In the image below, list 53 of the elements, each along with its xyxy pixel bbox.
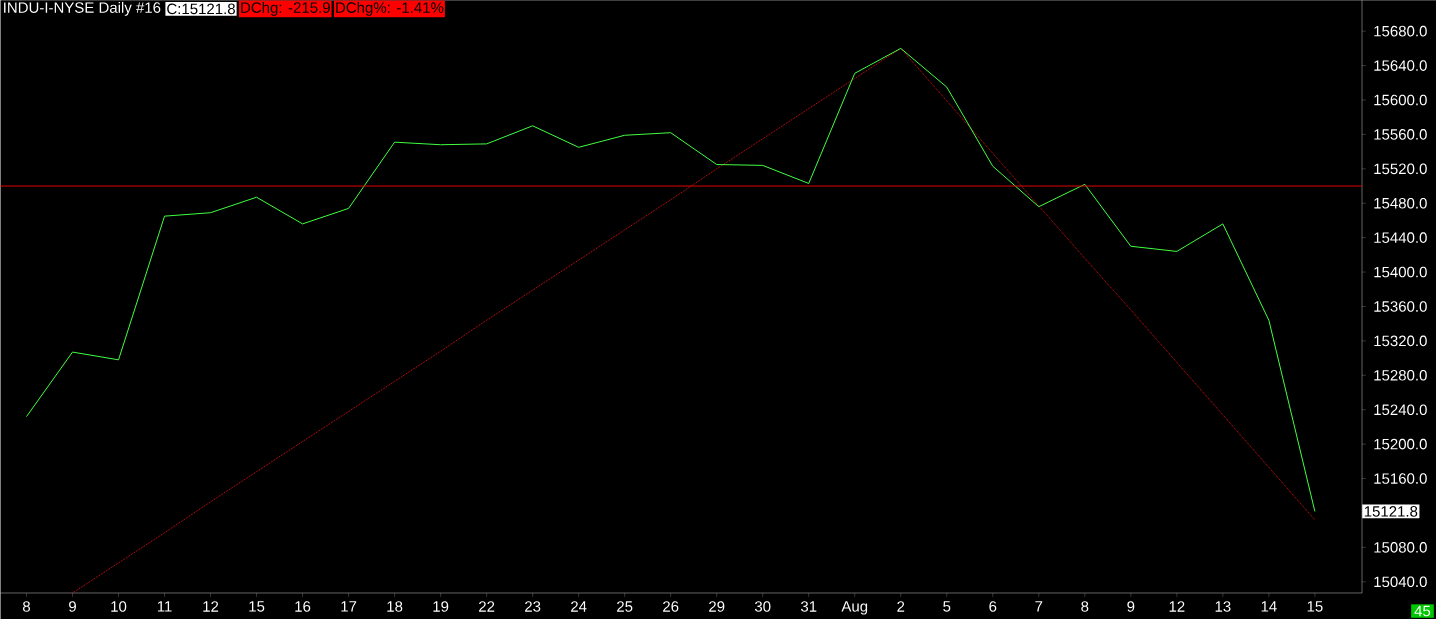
x-tick-label: 9 [1127,601,1135,612]
x-tick-label: 22 [479,601,495,612]
y-tick-label: 15040.0 [1374,576,1427,588]
x-tick-label: Aug [841,601,868,615]
y-tick-label: 15440.0 [1374,232,1427,244]
y-tick-label: 15080.0 [1374,542,1427,553]
y-tick-label: 15160.0 [1374,473,1427,485]
x-tick-label: 8 [22,601,31,612]
annotation: DChg%: -1.41% [336,2,444,17]
text: 45 [1414,606,1431,617]
x-tick-label: 7 [1035,601,1043,612]
chart-title: INDU-I-NYSE Daily #16 [4,2,161,17]
x-tick-label: 26 [663,601,679,612]
x-tick-label: 12 [203,601,219,612]
line-series [72,48,1316,594]
x-tick-label: 19 [433,601,449,612]
x-tick-label: 15 [1307,601,1323,612]
annotation: DChg: -215.9 [241,2,330,17]
x-tick-label: 10 [111,601,127,612]
y-tick-label: 15680.0 [1374,26,1427,37]
x-tick-label: 6 [989,601,997,612]
annotation: C:15121.8 [167,3,235,15]
x-tick-label: 29 [709,601,725,612]
x-tick-label: 5 [943,601,951,612]
y-tick-label: 15240.0 [1374,404,1427,416]
x-tick-label: 31 [800,601,817,612]
x-tick-label: 9 [69,601,76,612]
y-tick-label: 15560.0 [1374,129,1427,140]
x-tick-label: 12 [1169,601,1185,612]
y-tick-label: 15280.0 [1374,370,1427,381]
y-tick-label: 15400.0 [1374,266,1427,278]
line-series [25,48,1316,513]
y-tick-label: 15360.0 [1374,301,1427,312]
y-tick-label: 15480.0 [1374,198,1427,209]
x-tick-label: 13 [1215,601,1231,612]
x-tick-label: 30 [754,601,771,612]
x-tick-label: 23 [525,601,541,612]
x-tick-label: 18 [387,601,403,612]
x-tick-label: 17 [341,601,357,612]
text: 15121.8 [1364,506,1418,517]
x-tick-label: 11 [157,601,172,612]
y-tick-label: 15200.0 [1374,439,1427,450]
x-tick-label: 15 [249,601,265,612]
y-tick-label: 15320.0 [1374,335,1427,347]
y-tick-label: 15520.0 [1374,163,1427,175]
x-tick-label: 14 [1261,601,1277,612]
y-tick-label: 15640.0 [1374,60,1427,72]
x-tick-label: 24 [571,601,587,612]
x-tick-label: 2 [897,601,905,612]
x-tick-label: 8 [1081,601,1089,612]
y-tick-label: 15600.0 [1374,94,1427,106]
x-tick-label: 16 [295,601,311,612]
x-tick-label: 25 [617,601,633,612]
